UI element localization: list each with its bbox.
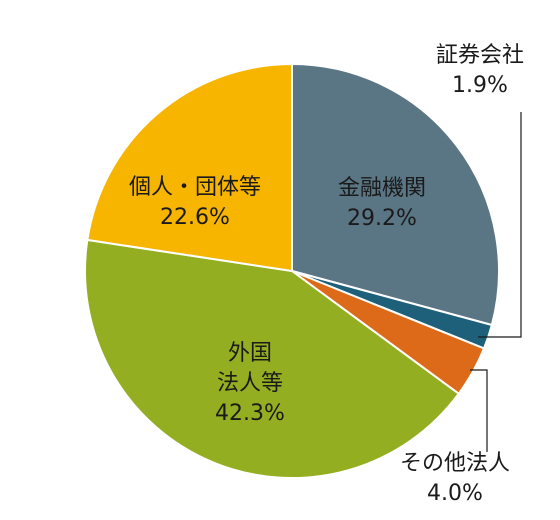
slice-label-4: 個人・団体等 22.6%: [129, 175, 261, 230]
slice-name-label: 証券会社: [436, 43, 524, 68]
pie-slice-3: [84, 238, 461, 479]
slice-value-label: 4.0%: [427, 481, 483, 506]
slice-label-3: 外国法人等 42.3%: [215, 341, 285, 426]
slice-label-2: その他法人 4.0%: [400, 451, 510, 506]
slice-value-label: 29.2%: [347, 206, 417, 231]
slice-label-1: 証券会社 1.9%: [436, 43, 524, 98]
leader-line-1: [478, 112, 522, 338]
leader-line-2: [470, 369, 488, 452]
slices-layer: [84, 62, 500, 479]
slice-value-label: 1.9%: [452, 73, 508, 98]
slice-value-label: 22.6%: [160, 205, 230, 230]
slice-name-label: 金融機関: [338, 176, 426, 201]
slice-name-label: その他法人: [400, 451, 510, 476]
slice-value-label: 42.3%: [215, 401, 285, 426]
pie-slice-4: [86, 62, 293, 273]
pie-slice-0: [291, 62, 500, 327]
slice-label-0: 金融機関 29.2%: [338, 176, 426, 231]
slice-name-label: 法人等: [217, 371, 283, 396]
labels-layer: 金融機関 29.2% 証券会社 1.9% その他法人 4.0% 外国法人等 42.3% 個人・団…: [129, 43, 524, 506]
slice-name-label: 外国: [228, 341, 272, 366]
leaders-layer: [470, 112, 522, 452]
slice-name-label: 個人・団体等: [129, 175, 261, 200]
